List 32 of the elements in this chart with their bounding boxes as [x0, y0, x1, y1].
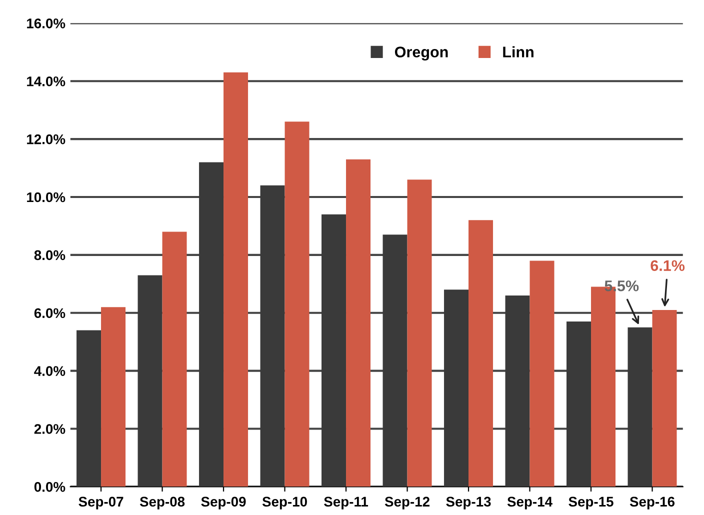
bar — [468, 220, 494, 487]
y-tick-label: 14.0% — [27, 76, 66, 86]
bar — [346, 159, 371, 487]
bar — [101, 307, 126, 487]
y-tick-label: 4.0% — [34, 366, 66, 376]
x-tick-label: Sep-08 — [140, 496, 185, 510]
annotation: 5.5% — [604, 280, 639, 292]
bar — [162, 232, 187, 487]
bar — [652, 310, 677, 487]
y-tick-label: 12.0% — [27, 134, 66, 144]
x-tick-label: Sep-09 — [201, 496, 246, 510]
annotation: 6.1% — [650, 260, 685, 272]
x-tick-label: Sep-10 — [262, 496, 307, 510]
x-tick-label: Sep-15 — [568, 496, 614, 510]
x-tick-label: Sep-12 — [384, 496, 430, 510]
y-tick-label: 6.0% — [34, 308, 66, 318]
x-tick-label: Sep-16 — [630, 496, 675, 510]
y-tick-label: 0.0% — [34, 482, 66, 492]
bar — [224, 72, 248, 487]
legend-label: Linn — [503, 46, 534, 58]
y-tick-label: 10.0% — [27, 192, 66, 202]
x-tick-label: Sep-11 — [324, 496, 368, 510]
y-tick-label: 2.0% — [34, 424, 66, 434]
bar — [407, 180, 432, 487]
bar — [530, 260, 554, 487]
y-tick-label: 16.0% — [27, 18, 66, 28]
x-tick-label: Sep-13 — [446, 496, 491, 510]
y-tick-label: 8.0% — [34, 250, 66, 260]
x-tick-label: Sep-14 — [507, 496, 552, 510]
x-tick-label: Sep-07 — [78, 496, 124, 510]
bar — [284, 122, 310, 487]
legend-label: Oregon — [394, 46, 448, 61]
